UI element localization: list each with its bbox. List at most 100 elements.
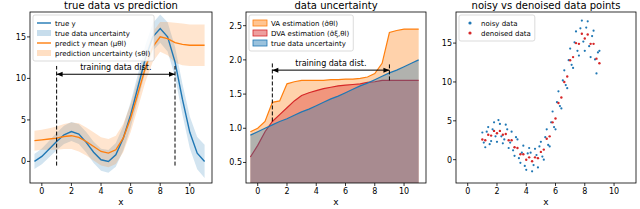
arrow-line bbox=[272, 70, 389, 71]
scatter-point bbox=[483, 141, 485, 143]
scatter-point bbox=[557, 90, 559, 92]
x-tick bbox=[189, 183, 190, 186]
scatter-point bbox=[551, 110, 553, 112]
arrow-head bbox=[383, 68, 389, 73]
y-tick bbox=[243, 162, 246, 163]
y-tick-label: 2.0 bbox=[229, 56, 242, 65]
scatter-point bbox=[543, 159, 545, 161]
figure: training data dist. 0 2 4 6 8 10 0 5 10 15 true dat… bbox=[0, 0, 640, 209]
x-tick-label: 4 bbox=[98, 187, 103, 196]
scatter-point bbox=[587, 33, 589, 35]
x-tick-label: 10 bbox=[185, 187, 195, 196]
scatter-point bbox=[540, 151, 542, 153]
y-tick-label: 1.5 bbox=[229, 90, 242, 99]
scatter-point bbox=[537, 166, 539, 168]
scatter-point bbox=[582, 40, 584, 42]
x-tick bbox=[286, 183, 287, 186]
scatter-point bbox=[534, 148, 536, 150]
y-tick bbox=[27, 119, 30, 120]
scatter-point bbox=[516, 147, 518, 149]
chart-title: data uncertainty bbox=[294, 0, 377, 11]
x-tick-label: 10 bbox=[609, 187, 619, 196]
scatter-point bbox=[525, 169, 527, 171]
scatter-point bbox=[551, 121, 553, 123]
scatter-point bbox=[496, 132, 498, 134]
legend-key bbox=[37, 22, 51, 23]
y-tick bbox=[243, 59, 246, 60]
scatter-point bbox=[505, 133, 507, 135]
scatter-point bbox=[516, 138, 518, 140]
annotation-text: training data dist. bbox=[295, 59, 366, 68]
scatter-point bbox=[538, 145, 540, 147]
x-tick bbox=[526, 183, 527, 186]
y-tick bbox=[27, 78, 30, 79]
scatter-point bbox=[510, 139, 512, 141]
scatter-point bbox=[496, 141, 498, 143]
legend-label: true data uncertainty bbox=[55, 30, 130, 38]
x-tick-label: 2 bbox=[494, 187, 499, 196]
y-tick bbox=[453, 43, 456, 44]
uncertainty-band bbox=[34, 14, 204, 178]
scatter-point bbox=[548, 135, 550, 137]
scatter-point bbox=[528, 147, 530, 149]
legend: VA estimation (σ̂θl)DVA estimation (σ̂ξ,… bbox=[249, 15, 353, 51]
x-tick-label: 2 bbox=[284, 187, 289, 196]
scatter-point bbox=[589, 43, 591, 45]
legend-box bbox=[249, 15, 353, 51]
scatter-point bbox=[537, 157, 539, 159]
x-tick-label: 6 bbox=[128, 187, 133, 196]
line bbox=[34, 37, 204, 153]
x-tick-label: 4 bbox=[524, 187, 529, 196]
x-axis-label: x bbox=[118, 197, 124, 207]
x-tick-label: 2 bbox=[69, 187, 74, 196]
scatter-point bbox=[584, 50, 586, 52]
x-tick-label: 6 bbox=[343, 187, 348, 196]
chart-title: noisy vs denoised data points bbox=[472, 0, 621, 11]
area-fill bbox=[250, 60, 418, 183]
scatter-point bbox=[560, 96, 562, 98]
legend-box bbox=[459, 15, 535, 41]
scatter-point bbox=[502, 134, 504, 136]
x-axis-label: x bbox=[543, 197, 549, 207]
legend-key bbox=[37, 42, 51, 43]
x-tick bbox=[71, 183, 72, 186]
y-tick-label: 15 bbox=[442, 39, 452, 48]
x-tick-label: 10 bbox=[399, 187, 409, 196]
y-tick-label: 5 bbox=[447, 117, 452, 126]
x-tick-label: 0 bbox=[255, 187, 260, 196]
scatter-point bbox=[549, 145, 551, 147]
range-line bbox=[389, 63, 390, 80]
scatter-point bbox=[578, 43, 580, 45]
legend-label: prediction uncertainty (sθl) bbox=[55, 50, 150, 58]
plot-frame bbox=[30, 12, 212, 183]
x-tick bbox=[130, 183, 131, 186]
scatter-point bbox=[527, 152, 529, 154]
scatter-point bbox=[484, 146, 486, 148]
scatter-point bbox=[588, 45, 590, 47]
legend: true ytrue data uncertaintypredict y mea… bbox=[33, 15, 154, 61]
scatter-point bbox=[502, 142, 504, 144]
scatter-point bbox=[530, 152, 532, 154]
scatter-point bbox=[566, 75, 568, 77]
y-tick-label: 0.5 bbox=[229, 158, 242, 167]
y-tick-label: 0 bbox=[447, 156, 452, 165]
x-tick-label: 8 bbox=[372, 187, 377, 196]
legend-label: DVA estimation (σ̂ξ,θl) bbox=[271, 30, 350, 38]
plot-frame bbox=[456, 12, 636, 183]
y-tick-label: 1.0 bbox=[229, 124, 242, 133]
scatter-point bbox=[541, 155, 543, 157]
scatter-point bbox=[528, 156, 530, 158]
scatter-point bbox=[518, 157, 520, 159]
x-tick bbox=[345, 183, 346, 186]
scatter-point bbox=[513, 146, 515, 148]
scatter-point bbox=[569, 59, 571, 61]
scatter-point bbox=[591, 35, 593, 37]
x-axis-label: x bbox=[333, 197, 339, 207]
scatter-point bbox=[493, 121, 495, 123]
legend-label: denoised data bbox=[481, 30, 531, 38]
scatter-point bbox=[590, 56, 592, 58]
scatter-point bbox=[511, 131, 513, 133]
scatter-point bbox=[598, 50, 600, 52]
scatter-point bbox=[519, 153, 521, 155]
scatter-point bbox=[557, 102, 559, 104]
